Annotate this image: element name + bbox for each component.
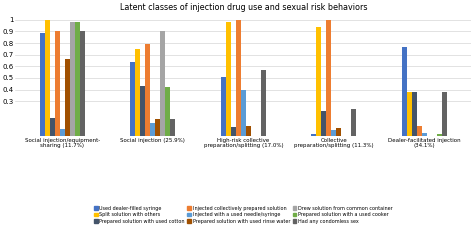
Bar xyxy=(60,129,65,136)
Bar xyxy=(311,134,316,136)
Bar xyxy=(226,22,231,136)
Legend: Used dealer-filled syringe, Split solution with others, Prepared solution with u: Used dealer-filled syringe, Split soluti… xyxy=(94,206,392,224)
Bar xyxy=(70,22,75,136)
Title: Latent classes of injection drug use and sexual risk behaviors: Latent classes of injection drug use and… xyxy=(119,3,367,12)
Bar xyxy=(45,20,50,136)
Bar xyxy=(241,90,246,136)
Bar xyxy=(146,44,150,136)
Bar xyxy=(407,92,412,136)
Bar xyxy=(231,127,236,136)
Bar xyxy=(316,27,321,136)
Bar xyxy=(50,118,55,136)
Bar xyxy=(136,49,140,136)
Bar xyxy=(402,47,407,136)
Bar xyxy=(155,119,160,136)
Bar xyxy=(331,130,336,136)
Bar xyxy=(160,31,165,136)
Bar xyxy=(221,77,226,136)
Bar xyxy=(40,32,45,136)
Bar xyxy=(80,31,85,136)
Bar xyxy=(326,20,331,136)
Bar xyxy=(150,123,155,136)
Bar xyxy=(422,133,427,136)
Bar xyxy=(55,31,60,136)
Bar xyxy=(412,92,417,136)
Bar xyxy=(165,87,170,136)
Bar xyxy=(417,126,422,136)
Bar xyxy=(336,128,341,136)
Bar xyxy=(437,134,442,136)
Bar xyxy=(442,92,447,136)
Bar xyxy=(75,22,80,136)
Bar xyxy=(351,109,356,136)
Bar xyxy=(130,62,136,136)
Bar xyxy=(236,20,241,136)
Bar xyxy=(170,119,175,136)
Bar xyxy=(321,111,326,136)
Bar xyxy=(65,59,70,136)
Bar xyxy=(140,86,146,136)
Bar xyxy=(246,126,251,136)
Bar xyxy=(261,70,266,136)
